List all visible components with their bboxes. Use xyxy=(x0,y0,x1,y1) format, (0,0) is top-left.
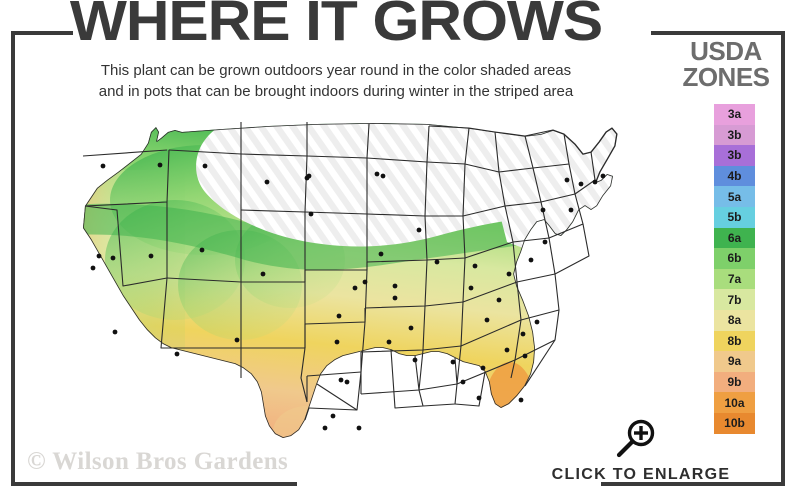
frame-bottom-right-segment xyxy=(601,482,785,486)
frame-top-right-segment xyxy=(651,31,785,35)
legend-swatch-3a-0: 3a xyxy=(714,104,755,125)
frame-left-segment xyxy=(11,31,15,486)
click-to-enlarge-label[interactable]: CLICK TO ENLARGE xyxy=(551,466,731,483)
legend-swatch-6b-7: 6b xyxy=(714,248,755,269)
legend-swatch-4b-3: 4b xyxy=(714,165,755,187)
legend-title: USDA ZONES xyxy=(664,38,788,90)
legend-title-line-1: USDA xyxy=(690,36,762,66)
legend-swatch-9a-12: 9a xyxy=(714,351,755,372)
frame-right-segment xyxy=(781,31,785,486)
usda-zone-legend: 3a 3b 3b 4b 5a 5b 6a 6b 7a 7b 8a 8b 9a 9b 10a 10b xyxy=(714,104,755,434)
legend-swatch-9b-13: 9b xyxy=(714,371,755,393)
legend-title-line-2: ZONES xyxy=(682,62,770,92)
legend-swatch-7a-8: 7a xyxy=(714,268,755,290)
legend-swatch-6a-6: 6a xyxy=(714,227,755,249)
legend-swatch-3b-1: 3b xyxy=(714,124,755,146)
legend-swatch-8a-10: 8a xyxy=(714,309,755,331)
map-svg[interactable] xyxy=(55,110,640,460)
page-title: WHERE IT GROWS xyxy=(69,0,603,53)
city-dots xyxy=(90,162,606,431)
legend-swatch-3b-2: 3b xyxy=(714,145,755,166)
usda-hardiness-map[interactable] xyxy=(55,110,640,460)
legend-swatch-5b-5: 5b xyxy=(714,206,755,228)
subtitle-line-1: This plant can be grown outdoors year ro… xyxy=(100,62,572,79)
frame-top-left-segment xyxy=(11,31,73,35)
legend-swatch-10a-14: 10a xyxy=(714,392,755,413)
subtitle: This plant can be grown outdoors year ro… xyxy=(22,60,650,103)
legend-swatch-8b-11: 8b xyxy=(714,330,755,352)
legend-swatch-7b-9: 7b xyxy=(714,289,755,310)
legend-swatch-5a-4: 5a xyxy=(714,186,755,207)
frame-bottom-left-segment xyxy=(11,482,297,486)
magnifier-plus-icon[interactable] xyxy=(612,418,660,460)
watermark: © Wilson Bros Gardens xyxy=(27,448,289,475)
legend-swatch-10b-15: 10b xyxy=(714,412,755,434)
subtitle-line-2: and in pots that can be brought indoors … xyxy=(98,83,574,101)
